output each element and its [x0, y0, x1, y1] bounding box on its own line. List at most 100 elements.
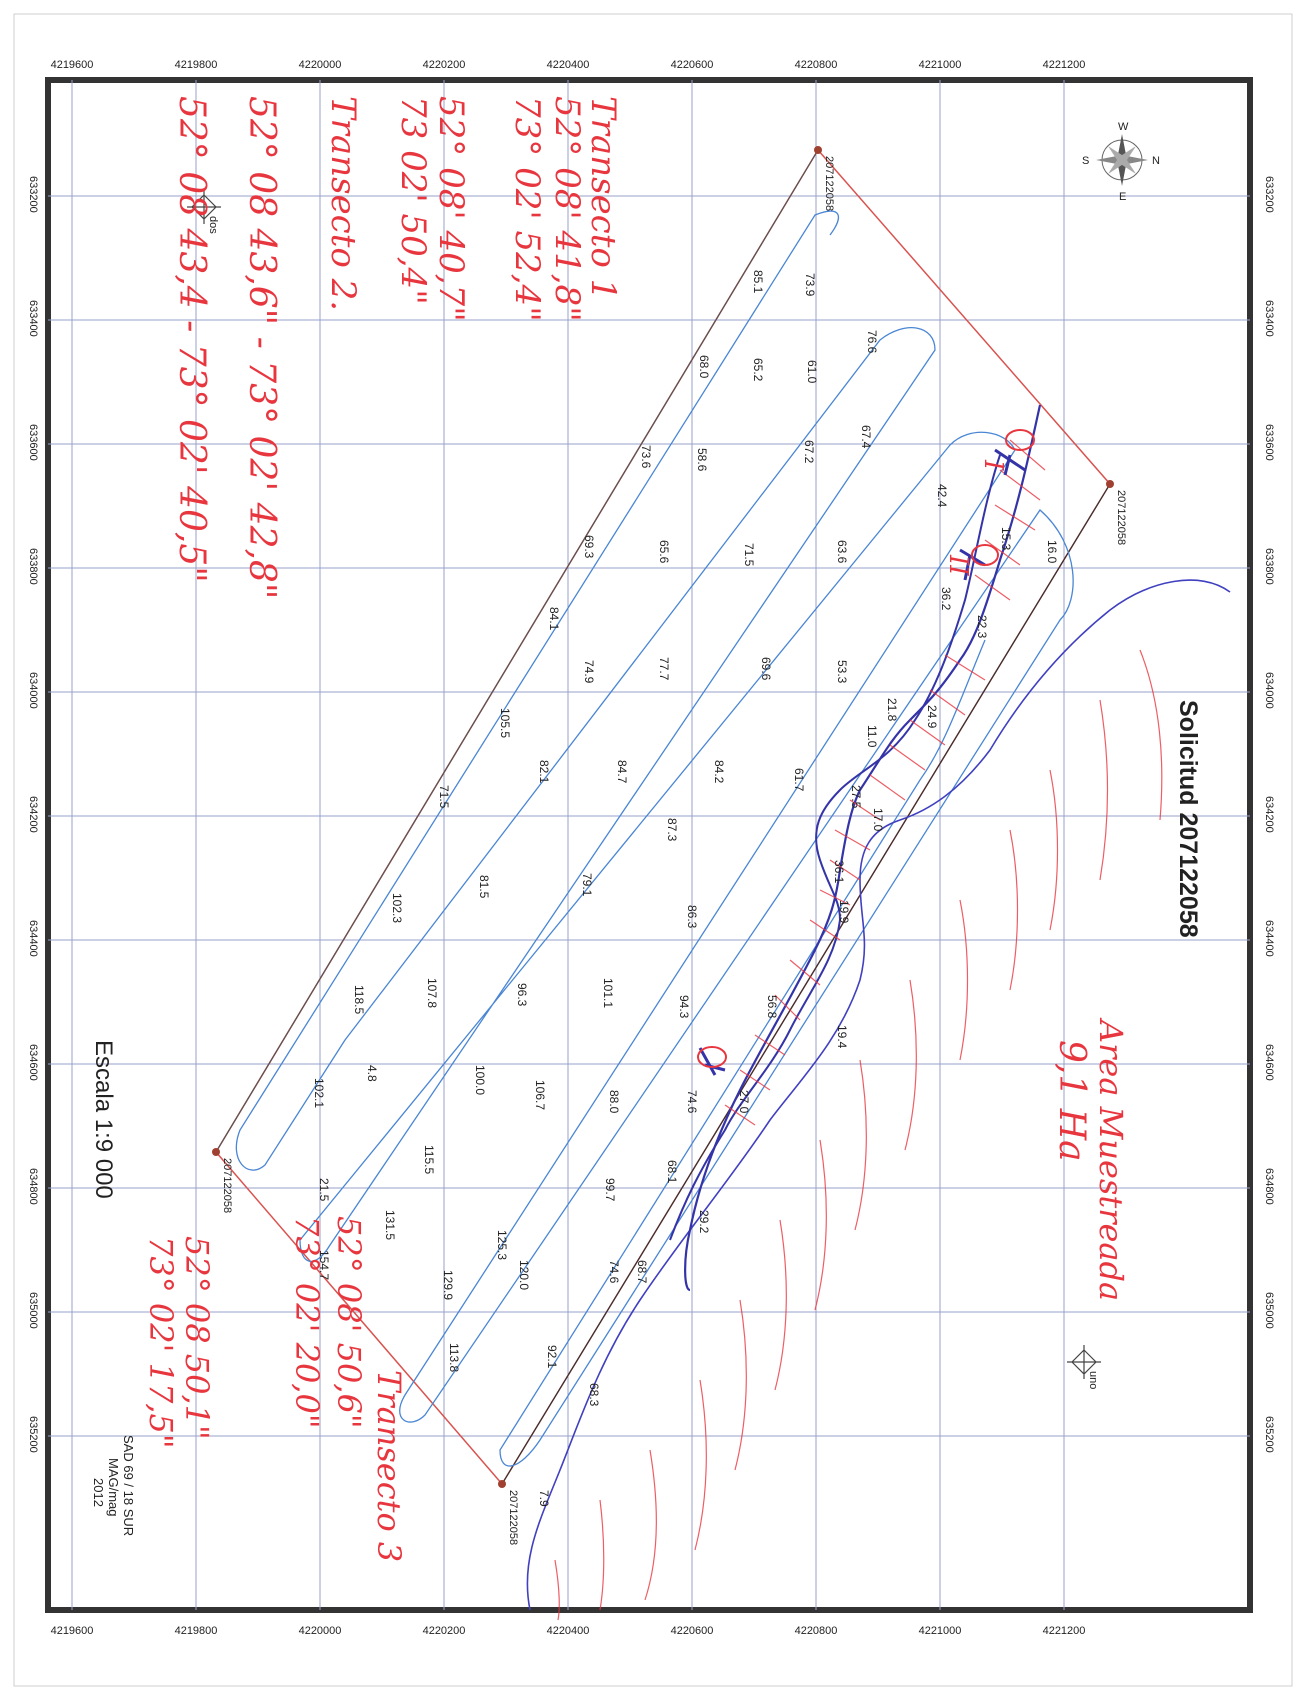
easting-tick-label: 634800 [27, 1168, 39, 1205]
page-border [13, 13, 1293, 1687]
depth-label: 24.9 [925, 705, 939, 729]
depth-label: 120.0 [517, 1260, 531, 1290]
depth-label: 84.1 [547, 607, 561, 631]
depth-label: 73.6 [639, 445, 653, 469]
northing-tick-label: 4220000 [299, 1625, 342, 1637]
depth-label: 17.0 [871, 808, 885, 832]
coordinate-grid [48, 80, 1250, 1610]
depth-label: 63.6 [835, 540, 849, 564]
depth-label: 19.4 [835, 1025, 849, 1049]
easting-tick-label: 634200 [1263, 796, 1275, 833]
depth-label: 65.6 [657, 540, 671, 564]
depth-label: 118.5 [352, 985, 366, 1014]
corner-label-right: 207122058 [1115, 490, 1127, 545]
easting-tick-label: 633200 [27, 176, 39, 213]
depth-label: 22.3 [975, 615, 989, 639]
depth-label: 99.7 [603, 1178, 617, 1202]
easting-tick-label: 634400 [1263, 920, 1275, 957]
point-uno-label: uno [1087, 1371, 1099, 1389]
northing-tick-label: 4220400 [547, 59, 590, 71]
easting-tick-label: 634000 [1263, 672, 1275, 709]
transect3-a-lat: 52° 08' 50,6" [330, 1216, 368, 1429]
depth-label: 53.3 [835, 660, 849, 684]
depth-label: 73.9 [803, 273, 817, 297]
northing-tick-label: 4220800 [795, 1625, 838, 1637]
point-dos-label: dos [207, 216, 219, 234]
point-dos-symbol [187, 190, 221, 224]
northing-tick-label: 4221000 [919, 1625, 962, 1637]
depth-label: 69.3 [582, 535, 596, 559]
northing-tick-label: 4221200 [1043, 1625, 1086, 1637]
transect1-b-lon: 73 02' 50,4" [393, 96, 433, 305]
depth-label: 11.0 [865, 725, 879, 748]
depth-label: 87.3 [665, 818, 679, 842]
depth-label: 21.8 [885, 698, 899, 722]
author-text: MAG/mag [106, 1458, 121, 1517]
northing-tick-label: 4220400 [547, 1625, 590, 1637]
depth-label: 86.3 [685, 905, 699, 929]
depth-label: 84.2 [712, 760, 726, 784]
depth-label: 88.0 [607, 1090, 621, 1114]
compass-e: E [1119, 191, 1126, 203]
easting-tick-label: 633200 [1263, 176, 1275, 213]
corner-label-bottom: 207122058 [507, 1490, 519, 1545]
easting-tick-label: 634600 [27, 1044, 39, 1081]
transect1-a-lon: 73° 02' 52,4" [507, 96, 547, 322]
northing-tick-label: 4219800 [175, 59, 218, 71]
easting-tick-label: 633400 [1263, 300, 1275, 337]
depth-label: 29.2 [697, 1210, 711, 1234]
ore-boundary-inner [669, 454, 1001, 1241]
depth-label: 36.1 [832, 860, 846, 884]
northing-tick-label: 4220600 [671, 1625, 714, 1637]
depth-label: 68.3 [587, 1383, 601, 1407]
depth-label: 27.0 [737, 1090, 751, 1114]
depth-label: 58.6 [695, 448, 709, 472]
depth-label: 68.0 [697, 355, 711, 379]
northing-ticks-bottom: 4219600 4219800 4220000 4220200 4220400 42206… [51, 1625, 1086, 1637]
northing-ticks-top: 4219600 4219800 4220000 4220200 4220400 42206… [51, 59, 1086, 71]
easting-tick-label: 634800 [1263, 1168, 1275, 1205]
circled-marks [697, 429, 1035, 1068]
easting-tick-label: 633400 [27, 300, 39, 337]
easting-ticks-left: 633200 633400 633600 633800 634000 634200 6344… [27, 176, 39, 1453]
depth-label: 68.7 [635, 1260, 649, 1284]
compass-w: W [1118, 121, 1129, 133]
coastline [526, 579, 1231, 1611]
easting-tick-label: 634200 [27, 796, 39, 833]
depth-label: 84.7 [615, 760, 629, 784]
depth-label: 79.1 [580, 873, 594, 897]
depth-label: 96.3 [515, 983, 529, 1007]
depth-label: 125.3 [495, 1230, 509, 1260]
transect2-b: 52° 08 43,4 - 73° 02' 40,5" [171, 96, 212, 583]
northing-tick-label: 4220200 [423, 59, 466, 71]
transect3-b-lat: 52° 08 50,1" [178, 1236, 216, 1440]
point-uno-symbol [1067, 1345, 1101, 1379]
map-frame [45, 77, 1253, 1613]
transect3-b-lon: 73° 02' 17,5" [142, 1236, 180, 1449]
easting-tick-label: 633600 [1263, 424, 1275, 461]
easting-tick-label: 635200 [27, 1416, 39, 1453]
transect-mark-1: I [978, 459, 1008, 471]
depth-label: 131.5 [383, 1210, 397, 1240]
easting-tick-label: 634000 [27, 672, 39, 709]
northing-tick-label: 4219600 [51, 1625, 94, 1637]
depth-label: 36.2 [939, 587, 953, 611]
point-uno: uno [1067, 1345, 1101, 1389]
map-title: Solicitud 207122058 [1174, 700, 1202, 938]
depth-label: 107.8 [425, 978, 439, 1008]
depth-label: 68.1 [665, 1160, 679, 1184]
area-title: Area Muestreada [1092, 1017, 1130, 1301]
hatching-marks [554, 439, 1163, 1621]
concession-outer-edge [215, 149, 819, 1153]
easting-ticks-right: 633200 633400 633600 633800 634000 634200 6344… [1263, 176, 1275, 1453]
depth-label: 85.1 [751, 270, 765, 294]
corner-label-top: 207122058 [823, 156, 835, 211]
depth-label: 27.5 [849, 785, 863, 809]
depth-label: 16.0 [1045, 540, 1059, 564]
depth-label: 102.3 [390, 893, 404, 923]
depth-label: 101.1 [601, 978, 615, 1008]
depth-label: 100.0 [473, 1065, 487, 1095]
depth-label: 154.7 [317, 1250, 331, 1280]
compass-n: N [1152, 155, 1160, 167]
